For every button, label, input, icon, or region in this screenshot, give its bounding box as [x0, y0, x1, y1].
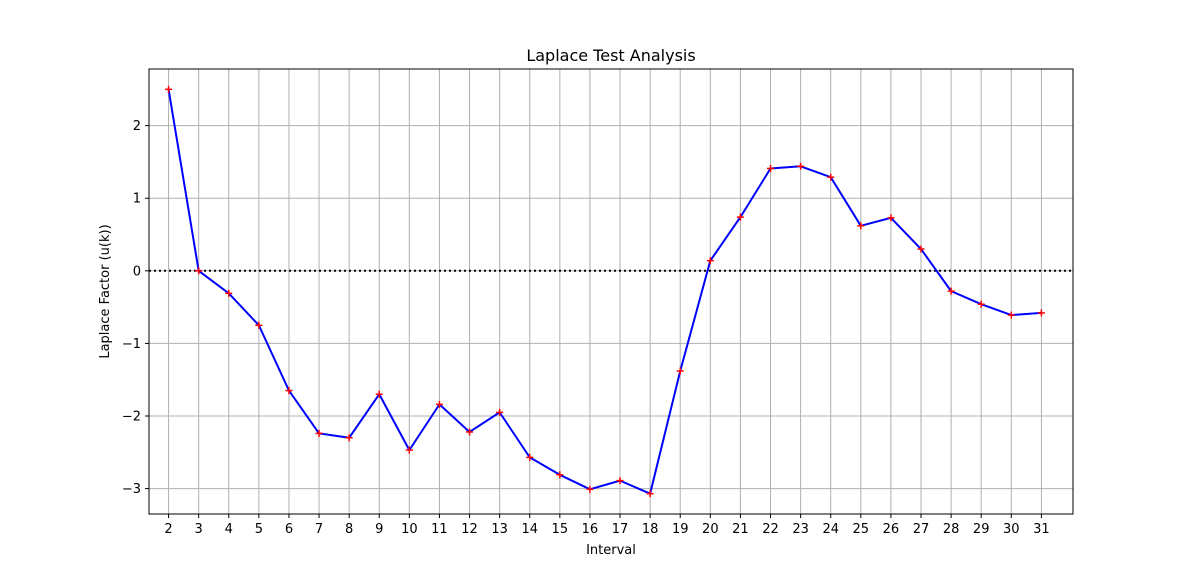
y-tick-label-1: 1 — [133, 192, 141, 207]
data-point-14 — [526, 453, 534, 461]
x-tick-label-7: 7 — [315, 522, 323, 537]
x-tick-label-22: 22 — [762, 522, 779, 537]
x-tick-label-9: 9 — [375, 522, 383, 537]
y-tick-label-5: −3 — [122, 482, 141, 497]
x-tick-label-8: 8 — [345, 522, 353, 537]
data-point-25 — [857, 222, 865, 230]
data-point-19 — [676, 367, 684, 375]
y-tick-label-0: 2 — [133, 119, 141, 134]
x-tick-label-23: 23 — [792, 522, 809, 537]
x-tick-label-6: 6 — [285, 522, 293, 537]
x-tick-label-24: 24 — [822, 522, 839, 537]
x-tick-label-17: 17 — [612, 522, 629, 537]
data-point-18 — [646, 490, 654, 498]
x-tick-label-4: 4 — [225, 522, 233, 537]
x-tick-label-31: 31 — [1033, 522, 1050, 537]
x-tick-label-2: 2 — [164, 522, 172, 537]
series-line-0 — [167, 89, 1042, 495]
x-tick-label-18: 18 — [642, 522, 659, 537]
data-point-21 — [736, 213, 744, 221]
data-point-12 — [466, 428, 474, 436]
data-point-16 — [586, 485, 594, 493]
data-point-13 — [496, 408, 504, 416]
data-point-29 — [977, 300, 985, 308]
data-point-3 — [195, 267, 203, 275]
x-tick-label-27: 27 — [913, 522, 930, 537]
x-tick-label-12: 12 — [461, 522, 478, 537]
data-point-22 — [767, 164, 775, 172]
data-point-11 — [435, 400, 443, 408]
x-tick-label-26: 26 — [883, 522, 900, 537]
x-tick-label-29: 29 — [973, 522, 990, 537]
x-tick-label-19: 19 — [672, 522, 689, 537]
x-tick-label-25: 25 — [853, 522, 870, 537]
y-tick-label-2: 0 — [133, 264, 141, 279]
x-tick-label-11: 11 — [431, 522, 448, 537]
grid — [149, 69, 1073, 514]
data-point-9 — [375, 390, 383, 398]
data-point-6 — [285, 387, 293, 395]
data-point-4 — [225, 289, 233, 297]
data-point-8 — [345, 434, 353, 442]
y-tick-label-4: −2 — [122, 409, 141, 424]
x-tick-label-14: 14 — [521, 522, 538, 537]
x-axis-label: Interval — [586, 543, 636, 558]
data-point-23 — [797, 162, 805, 170]
data-point-30 — [1007, 311, 1015, 319]
x-tick-label-16: 16 — [582, 522, 599, 537]
data-point-2 — [165, 85, 173, 93]
data-point-28 — [947, 287, 955, 295]
data-point-20 — [706, 257, 714, 265]
chart-title: Laplace Test Analysis — [526, 46, 695, 65]
data-point-24 — [827, 173, 835, 181]
x-tick-label-13: 13 — [491, 522, 508, 537]
y-tick-label-3: −1 — [122, 337, 141, 352]
x-tick-label-10: 10 — [401, 522, 418, 537]
x-tick-label-21: 21 — [732, 522, 749, 537]
y-axis-ticks: 2 1 0 −1 −2 −3 — [122, 119, 149, 497]
x-tick-label-20: 20 — [702, 522, 719, 537]
data-point-27 — [917, 245, 925, 253]
x-tick-label-30: 30 — [1003, 522, 1020, 537]
x-axis-ticks: 2 3 4 5 6 7 8 9 10 11 12 13 14 15 16 17 18 19 20 21 22 23 24 25… — [164, 514, 1050, 537]
data-point-7 — [315, 429, 323, 437]
x-tick-label-28: 28 — [943, 522, 960, 537]
data-point-5 — [255, 321, 263, 329]
data-point-15 — [556, 471, 564, 479]
x-tick-label-5: 5 — [255, 522, 263, 537]
data-point-10 — [405, 446, 413, 454]
x-tick-label-3: 3 — [195, 522, 203, 537]
x-tick-label-15: 15 — [552, 522, 569, 537]
data-point-31 — [1037, 309, 1045, 317]
series — [165, 85, 1045, 498]
plot-frame — [148, 68, 1074, 515]
y-axis-label: Laplace Factor (u(k)) — [98, 224, 113, 358]
data-point-17 — [616, 477, 624, 485]
data-point-26 — [887, 214, 895, 222]
